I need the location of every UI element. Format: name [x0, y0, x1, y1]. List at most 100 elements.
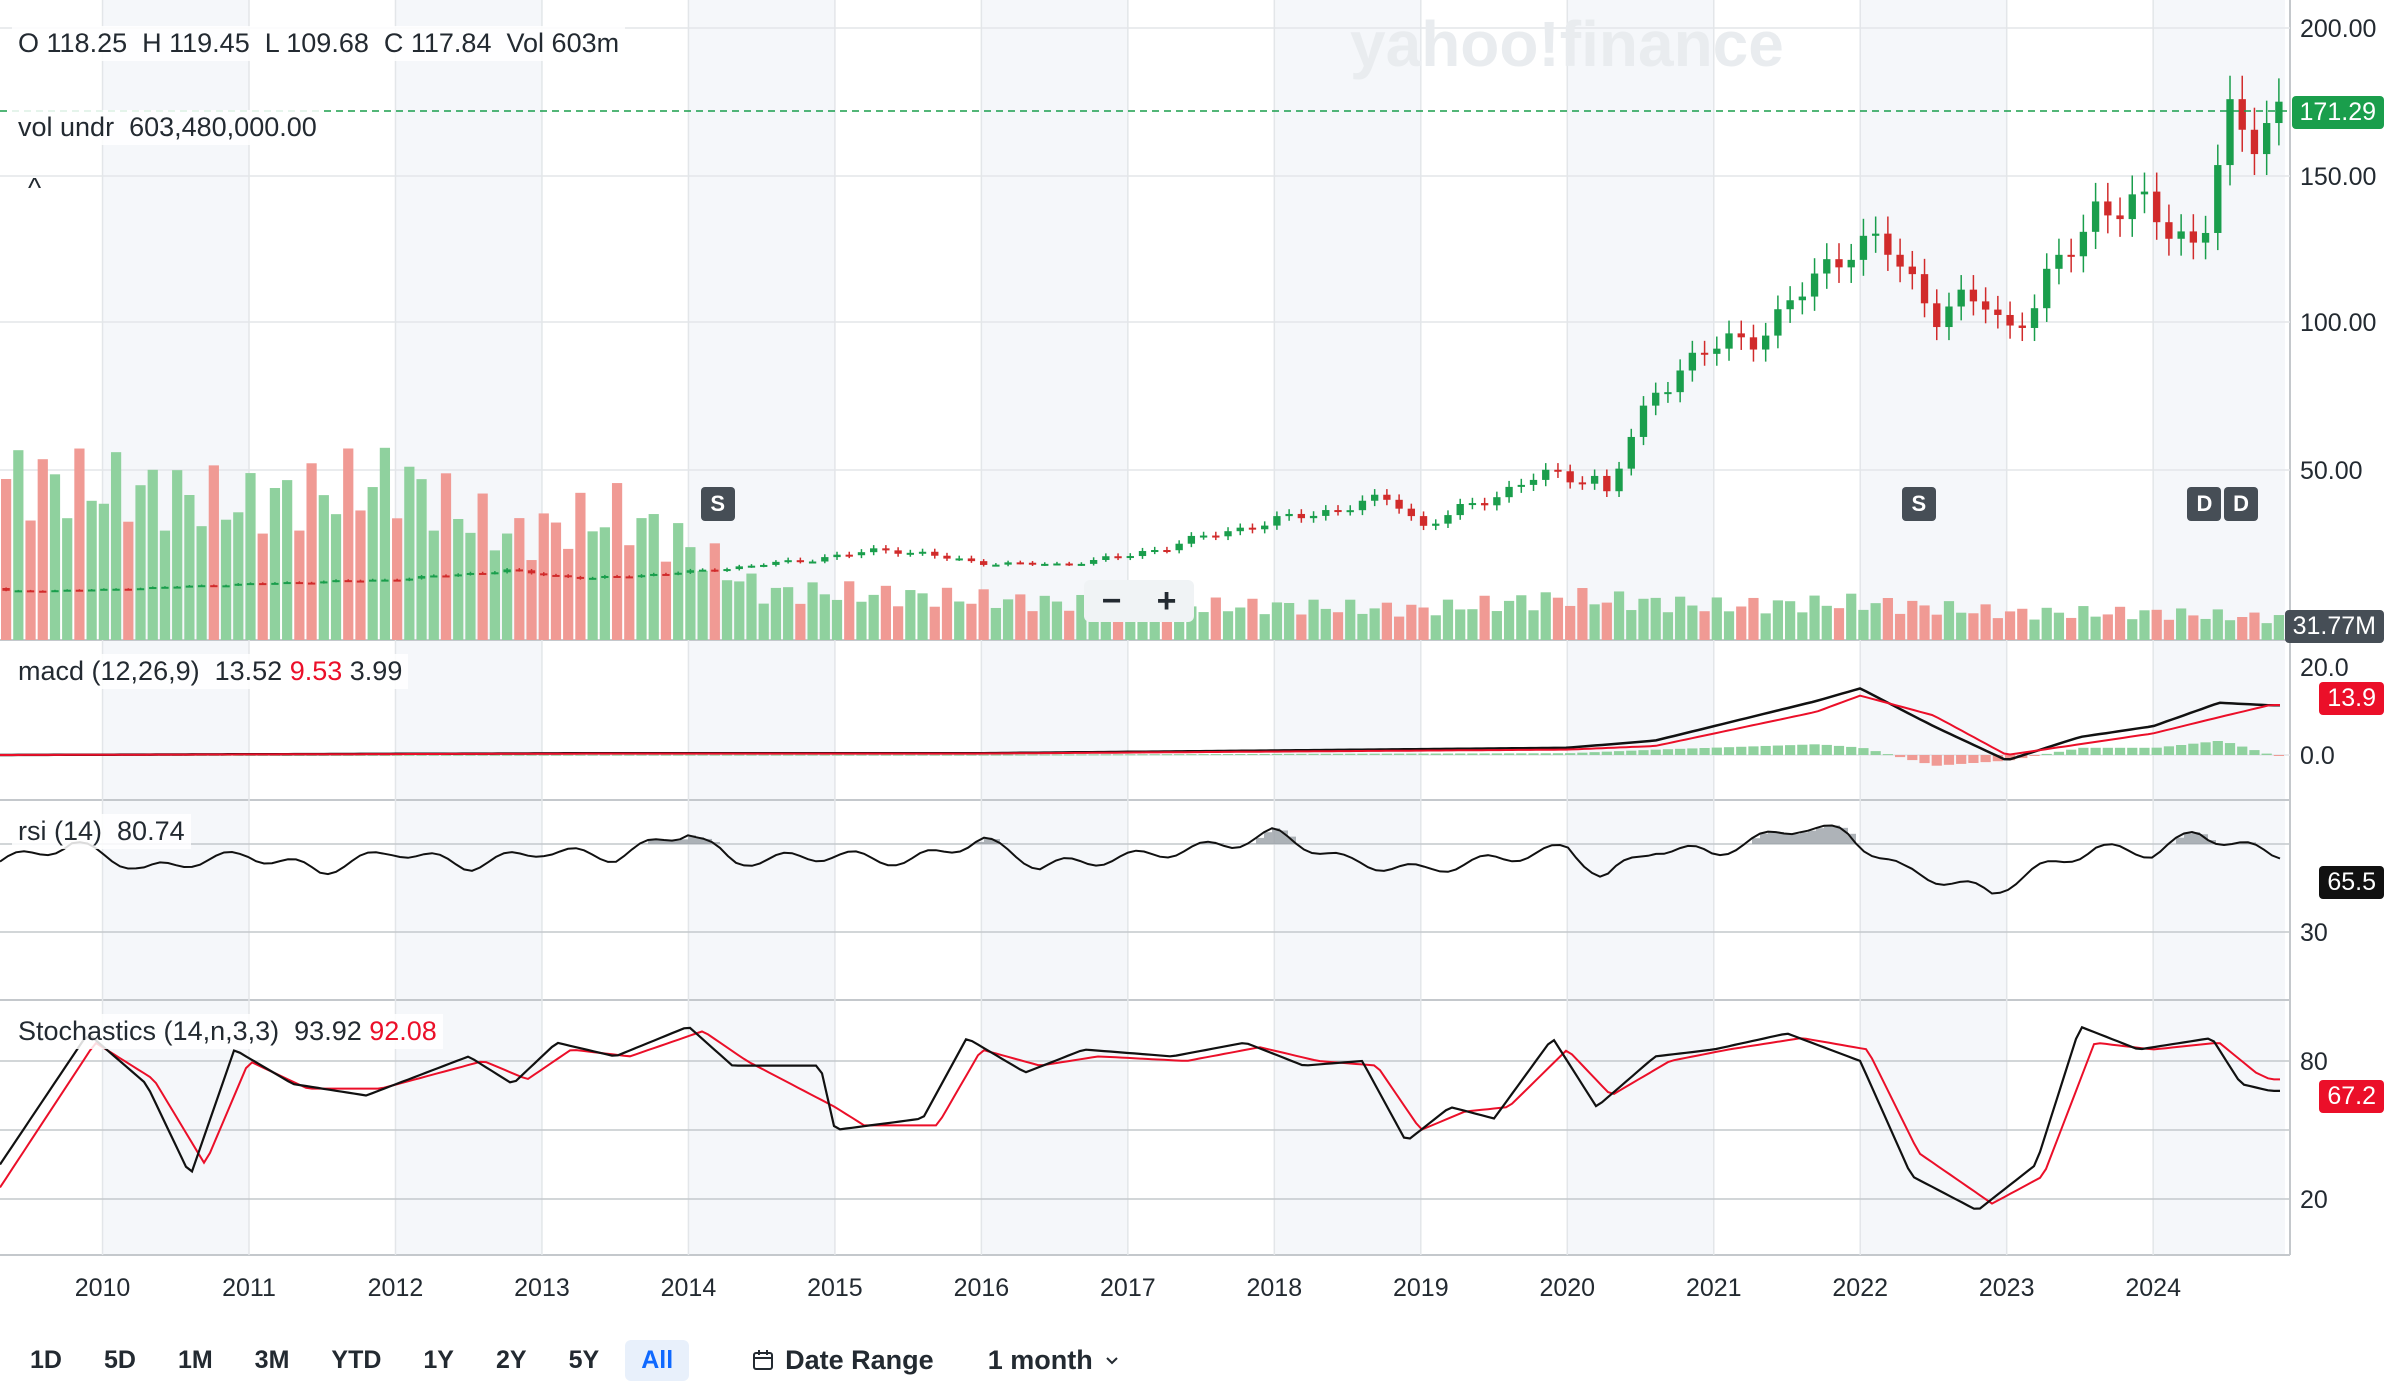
macd-hist-bar: [1870, 751, 1881, 755]
volume-bar: [233, 512, 244, 640]
volume-bar: [2200, 618, 2211, 640]
macd-hist-bar: [1088, 754, 1099, 756]
stoch-tick-label: 20: [2300, 1186, 2328, 1214]
macd-hist-bar: [1613, 751, 1625, 755]
candle-body: [1309, 515, 1318, 519]
volume-bar: [245, 473, 256, 640]
range-2y-button[interactable]: 2Y: [496, 1345, 527, 1374]
candle-body: [430, 575, 438, 578]
zoom-out-button[interactable]: −: [1101, 582, 1122, 620]
macd-hist-bar: [844, 754, 855, 756]
candle-body: [1725, 333, 1733, 349]
volume-bar: [343, 448, 354, 640]
macd-hist-bar: [2004, 755, 2016, 761]
macd-hist-bar: [868, 754, 879, 756]
macd-hist-bar: [1516, 753, 1527, 755]
interval-label: 1 month: [987, 1344, 1093, 1375]
zoom-in-button[interactable]: +: [1156, 582, 1177, 620]
volume-bar: [1711, 597, 1722, 640]
volume-bar: [257, 533, 268, 640]
volume-bar: [929, 606, 940, 640]
volume-bar: [2273, 615, 2284, 640]
macd-hist-bar: [1198, 754, 1209, 756]
macd-signal-line: [0, 694, 2280, 756]
event-badge[interactable]: D: [2224, 487, 2259, 521]
range-5y-button[interactable]: 5Y: [568, 1345, 600, 1374]
range-1d-button[interactable]: 1D: [30, 1345, 62, 1374]
rsi-overbought-fill: [656, 839, 664, 844]
candle-body: [1810, 273, 1819, 297]
rsi-overbought-fill: [2184, 833, 2192, 844]
macd-hist-bar: [1296, 753, 1307, 755]
candle-body: [1578, 482, 1587, 485]
range-3m-button[interactable]: 3M: [254, 1345, 290, 1374]
range-5d-button[interactable]: 5D: [103, 1345, 136, 1374]
volume-bar: [954, 601, 965, 640]
volume-bar: [2017, 608, 2028, 640]
volume-bar: [1662, 612, 1674, 640]
range-1y-button[interactable]: 1Y: [423, 1345, 454, 1374]
candle-body: [1566, 471, 1574, 483]
volume-bar: [1088, 608, 1099, 640]
volume-bar: [1626, 610, 1637, 640]
candle-body: [491, 572, 499, 575]
volume-bar: [1785, 601, 1796, 640]
macd-hist-bar: [1833, 745, 1845, 755]
candle-body: [1554, 469, 1562, 472]
rsi-overbought-fill: [712, 842, 720, 844]
candle-body: [613, 575, 621, 578]
macd-hist-bar: [1785, 745, 1796, 755]
rsi-overbought-fill: [1784, 833, 1792, 844]
volume-bar: [1247, 598, 1258, 640]
volume-label: Vol: [506, 28, 545, 58]
rsi-overbought-fill: [984, 837, 992, 844]
macd-hist-bar: [1577, 752, 1588, 755]
candle-body: [2043, 268, 2051, 309]
interval-select[interactable]: 1 month: [988, 1345, 1121, 1376]
candle-body: [943, 555, 951, 559]
macd-hist-value: 3.99: [349, 656, 403, 686]
rsi-overbought-fill: [1792, 834, 1800, 844]
candle-body: [1187, 535, 1196, 544]
rsi-overbought-fill: [688, 835, 696, 844]
volume-bar: [685, 547, 696, 640]
candle-body: [161, 586, 169, 589]
volume-bar: [2078, 606, 2089, 640]
event-badge[interactable]: D: [2187, 487, 2222, 521]
range-1m-button[interactable]: 1M: [177, 1345, 213, 1374]
macd-hist-bar: [1711, 747, 1722, 755]
macd-hist-bar: [2151, 747, 2162, 755]
macd-hist-bar: [1626, 750, 1637, 755]
volume-bar: [1858, 609, 1869, 640]
volume-bar: [917, 593, 928, 640]
macd-hist-bar: [954, 754, 965, 756]
volume-bar: [489, 550, 500, 640]
volume-bar: [893, 606, 904, 640]
candle-body: [1004, 562, 1012, 565]
macd-hist-bar: [1809, 744, 1820, 755]
volume-bar: [1528, 610, 1539, 640]
candle-body: [1432, 523, 1440, 526]
volume-value: 603m: [551, 28, 620, 58]
event-badge[interactable]: S: [1901, 487, 1936, 521]
x-tick-label: 2013: [514, 1274, 570, 1302]
volume-bar: [49, 474, 61, 640]
macd-hist-bar: [1907, 755, 1918, 761]
volume-bar: [1650, 597, 1661, 640]
date-range-label: Date Range: [785, 1344, 934, 1375]
candle-body: [979, 561, 988, 565]
volume-bar: [74, 448, 85, 640]
macd-hist-bar: [2029, 755, 2040, 756]
range-all-button[interactable]: All: [625, 1339, 690, 1381]
macd-hist-bar: [2114, 747, 2126, 755]
range-ytd-button[interactable]: YTD: [331, 1345, 382, 1374]
event-badge[interactable]: S: [700, 487, 735, 521]
high-label: H: [142, 28, 162, 58]
candle-body: [1627, 436, 1635, 469]
volume-bar: [1161, 614, 1173, 640]
price-tick-label: 200.00: [2300, 15, 2376, 43]
date-range-button[interactable]: Date Range: [751, 1345, 934, 1376]
collapse-legend-icon[interactable]: ^: [28, 172, 42, 203]
volume-bar: [1039, 595, 1050, 640]
